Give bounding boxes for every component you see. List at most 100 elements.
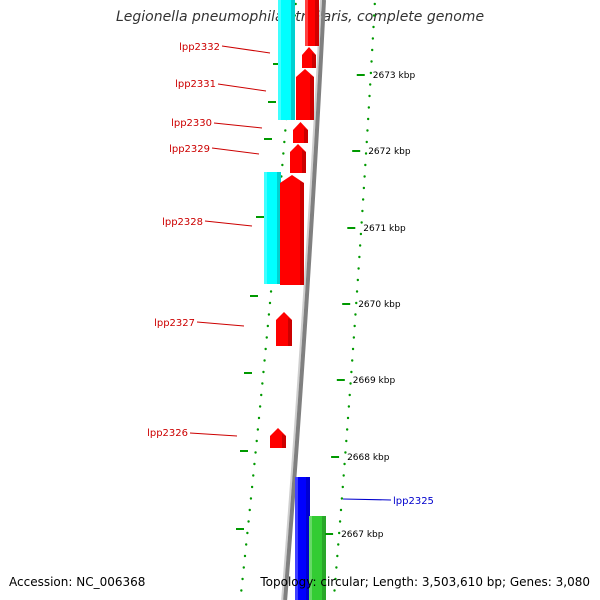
gc-dot [282,152,285,155]
reverse-gene-block [264,172,281,284]
gc-dot [345,439,348,443]
gc-dot [360,221,363,224]
gene-label: lpp2325 [393,496,434,507]
gc-dot [358,255,361,259]
gc-dot [358,244,362,247]
gc-dot [240,589,243,592]
gc-dot [357,267,360,270]
gc-dot [371,48,374,52]
gc-dot [369,83,372,86]
gc-dot [263,359,266,362]
gc-dot [343,462,346,466]
gene-label: lpp2330 [171,118,212,129]
gene-label: lpp2331 [175,79,216,90]
gc-dot [349,382,352,385]
gene-label-leader [211,147,260,155]
gc-dot [373,2,376,6]
gc-dot [348,393,351,397]
map-title: Legionella pneumophila str. Paris, compl… [115,9,485,25]
gc-dot [255,439,258,443]
gc-dot [345,428,349,431]
gc-dot [338,520,342,523]
gc-dot [340,497,344,500]
gene-label-leader [204,220,253,227]
gc-dot [361,198,365,201]
forward-gene-arrow [270,428,286,448]
gc-dot [265,336,268,339]
gc-dot [241,577,244,581]
gene-label-leader [213,122,263,129]
gene-labels: lpp2332 lpp2331 lpp2330 lpp2329 lpp2328 lpp23… [147,42,434,507]
gene-label: lpp2327 [154,318,195,329]
gc-dot [352,336,356,339]
gc-dot [260,393,263,397]
forward-gene-block [305,0,319,46]
gc-dot [372,14,376,17]
gc-dot [242,566,245,569]
gc-dot [344,451,347,454]
gc-dot [368,94,371,98]
scale-tick-label: 2673 kbp [373,71,416,81]
gc-dot [351,347,355,351]
gc-dot [347,405,351,408]
gc-dot [341,485,344,489]
gc-dot [253,462,256,466]
gc-dot [249,497,253,500]
scale-tick-label: 2669 kbp [353,376,396,386]
backbone-track [281,0,326,600]
gc-dot [250,485,254,489]
backbone-line [283,0,326,600]
gene-label: lpp2332 [179,42,220,53]
gc-dot [284,129,287,132]
gc-dot [333,589,336,592]
gc-dot [267,313,271,316]
gc-dot [369,71,373,75]
gene-label-leader [189,432,238,437]
gc-dot [268,301,272,305]
gc-dot [372,25,375,29]
gene-label-leader [217,83,267,92]
gc-dot [366,129,369,132]
gc-dot [337,531,341,535]
gc-dot [261,382,264,385]
forward-gene-arrow [293,122,308,143]
gc-dot [262,370,265,374]
gc-dot [269,290,273,293]
gc-dot [346,416,350,420]
scale-tick-label: 2671 kbp [363,224,406,234]
gc-dot [246,531,249,535]
gc-dot [370,60,373,63]
gc-dot [254,451,257,454]
gene-label: lpp2329 [169,144,210,155]
gc-dot [367,106,371,109]
blue-feature-block [295,477,310,600]
gc-dot [336,554,339,558]
forward-gene-arrow [280,175,304,285]
gc-dot [365,140,368,144]
gc-dot [266,324,270,328]
forward-gene-arrow [290,144,306,173]
gc-dot [283,140,286,144]
gc-dot [351,359,354,362]
gc-track [236,2,376,592]
accession-text: Accession: NC_006368 [9,575,146,589]
feature-track [264,0,326,600]
gc-dot [247,520,250,523]
gc-dot [350,370,353,374]
gc-dot [353,324,356,328]
gc-dot [335,566,338,569]
scale-track: 2673 kbp 2672 kbp 2671 kbp 2670 kbp 2669 kbp… [325,71,415,540]
gc-dot [256,428,260,431]
gene-label-leader [221,45,271,54]
gc-dot [355,301,358,305]
gc-dot [334,577,337,581]
scale-tick-label: 2668 kbp [347,453,390,463]
backbone-inner [281,0,322,600]
gc-dot [248,508,251,512]
gene-label-leader [196,321,245,327]
gc-dot [361,209,364,213]
gc-dot [359,232,363,236]
gc-dot [366,117,370,121]
scale-tick-label: 2672 kbp [368,147,411,157]
gc-dot [356,278,360,282]
